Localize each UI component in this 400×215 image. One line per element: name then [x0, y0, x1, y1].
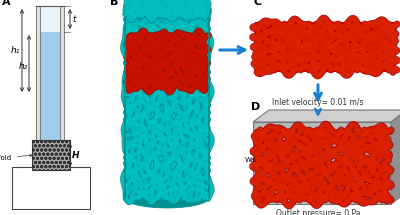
Text: Inlet velocity= 0.01 m/s: Inlet velocity= 0.01 m/s: [272, 98, 364, 107]
Bar: [253, 122, 391, 204]
Polygon shape: [391, 110, 400, 204]
Text: H: H: [72, 150, 80, 160]
Text: A: A: [2, 0, 11, 7]
Text: h₂: h₂: [19, 62, 28, 71]
Bar: [12, 167, 90, 209]
Ellipse shape: [125, 188, 209, 208]
Text: Wall: Wall: [245, 157, 260, 163]
Text: B: B: [110, 0, 118, 7]
Ellipse shape: [125, 0, 209, 18]
Bar: [32, 140, 70, 170]
FancyBboxPatch shape: [255, 22, 395, 72]
Text: C: C: [253, 0, 261, 7]
Text: h₁: h₁: [11, 46, 20, 55]
Bar: [40, 6, 60, 32]
Bar: [60, 6, 64, 140]
Bar: [128, 33, 206, 88]
Polygon shape: [253, 110, 400, 122]
Text: Scaffold: Scaffold: [0, 154, 32, 161]
Bar: [13, 183, 89, 208]
Text: Outlet pressure= 0 Pa: Outlet pressure= 0 Pa: [276, 209, 360, 215]
Bar: [40, 32, 60, 140]
Text: D: D: [251, 102, 260, 112]
Text: Wall: Wall: [0, 214, 1, 215]
Bar: [36, 6, 40, 140]
Text: t: t: [72, 14, 76, 23]
FancyBboxPatch shape: [125, 8, 209, 198]
